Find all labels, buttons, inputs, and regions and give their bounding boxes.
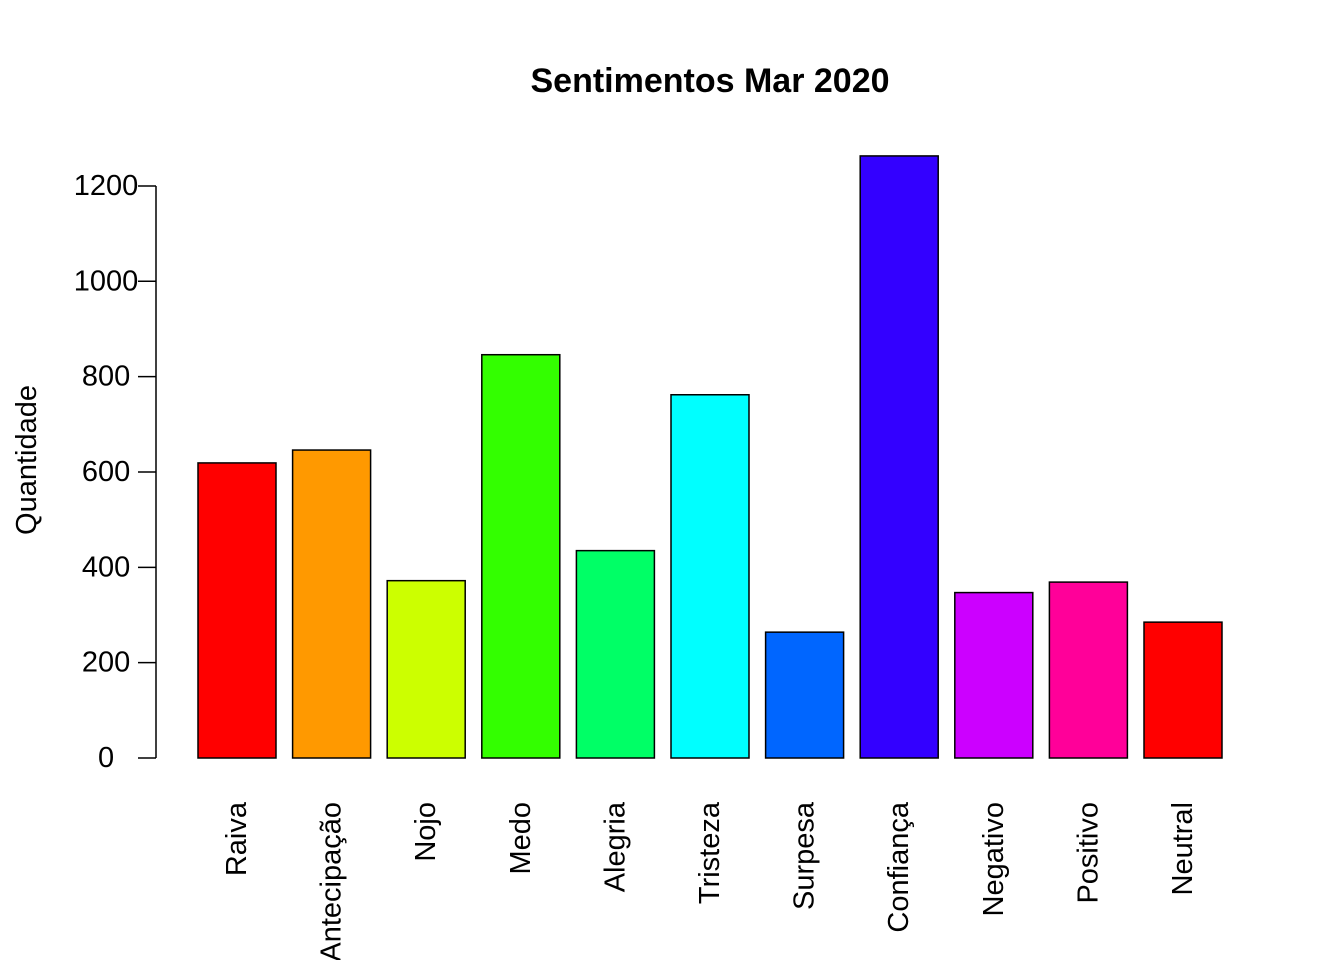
bar-neutral bbox=[1143, 621, 1223, 759]
category-labels: Raiva Antecipação Nojo Medo Alegria Tristeza S… bbox=[221, 801, 1199, 961]
bar-tristeza bbox=[670, 394, 750, 759]
category-label: Surpesa bbox=[789, 801, 821, 910]
category-label: Negativo bbox=[978, 802, 1010, 916]
bar-alegria bbox=[575, 549, 656, 759]
bar-negativo bbox=[954, 591, 1034, 759]
bar-nojo bbox=[386, 579, 466, 759]
category-label: Antecipação bbox=[316, 802, 348, 960]
y-tick-label: 400 bbox=[82, 551, 130, 583]
category-label: Tristeza bbox=[694, 801, 726, 904]
bar-surpesa bbox=[764, 631, 845, 759]
bar-confiança bbox=[859, 155, 939, 759]
y-tick-label: 200 bbox=[82, 647, 130, 679]
chart-title: Sentimentos Mar 2020 bbox=[530, 62, 889, 100]
y-tick-label: 0 bbox=[98, 742, 114, 774]
category-label: Raiva bbox=[221, 801, 253, 876]
y-tick-label: 800 bbox=[82, 361, 130, 393]
category-label: Neutral bbox=[1167, 802, 1199, 896]
category-label: Nojo bbox=[410, 802, 442, 862]
y-axis-label: Quantidade bbox=[11, 385, 43, 535]
bar-antecipação bbox=[291, 449, 372, 759]
y-tick-label: 1000 bbox=[74, 265, 139, 297]
bar-raiva bbox=[197, 462, 277, 759]
bars-group bbox=[197, 155, 1223, 759]
y-tick-label: 1200 bbox=[74, 170, 139, 202]
category-label: Confiança bbox=[883, 801, 915, 932]
y-tick-label: 600 bbox=[82, 456, 130, 488]
y-axis: 0 200 400 600 800 1000 1200 bbox=[74, 170, 157, 774]
category-label: Medo bbox=[505, 802, 537, 875]
bar-positivo bbox=[1048, 581, 1129, 759]
category-label: Positivo bbox=[1072, 802, 1104, 904]
category-label: Alegria bbox=[599, 801, 631, 892]
bar-medo bbox=[481, 353, 561, 759]
